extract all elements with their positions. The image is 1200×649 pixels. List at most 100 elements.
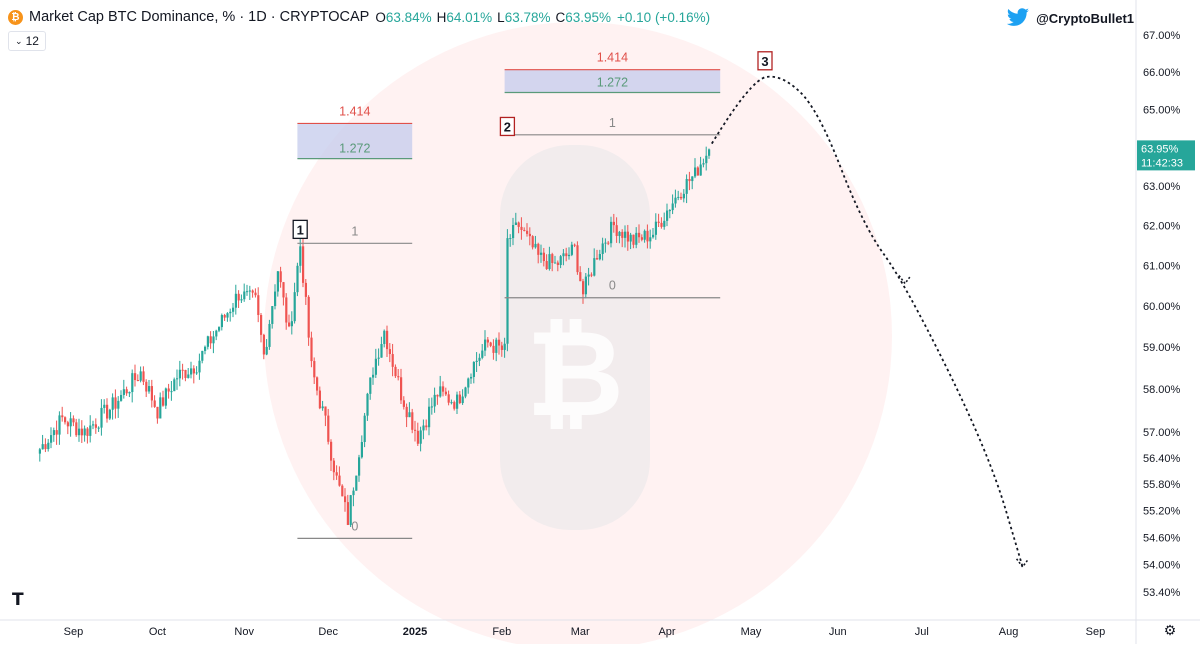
candle xyxy=(58,411,61,445)
candle-body xyxy=(447,394,450,403)
candle xyxy=(352,487,355,507)
candle xyxy=(514,212,517,226)
candle xyxy=(568,247,571,260)
symbol-title[interactable]: Market Cap BTC Dominance, % · 1D · CRYPT… xyxy=(29,9,370,25)
candle-body xyxy=(416,430,419,444)
candle xyxy=(702,158,705,168)
candle xyxy=(447,390,450,406)
candle xyxy=(164,387,167,409)
candle xyxy=(142,366,145,386)
tradingview-logo-icon[interactable]: 𝗧 xyxy=(12,590,24,609)
candle xyxy=(139,366,142,383)
candle xyxy=(551,252,554,272)
candle-body xyxy=(696,167,699,176)
y-tick-label: 58.00% xyxy=(1143,384,1181,396)
candle xyxy=(156,406,159,424)
candle xyxy=(388,343,391,363)
y-tick-label: 60.00% xyxy=(1143,301,1181,313)
candle xyxy=(450,399,453,405)
candle xyxy=(626,224,629,251)
candle-body xyxy=(184,369,187,378)
candle-body xyxy=(582,281,585,295)
candle-body xyxy=(414,429,417,431)
price-change: +0.10 (+0.16%) xyxy=(617,9,711,25)
candle-body xyxy=(565,253,568,257)
candle-body xyxy=(470,376,473,379)
candle xyxy=(313,357,316,384)
candle xyxy=(657,213,660,228)
candle xyxy=(304,279,307,305)
candle-body xyxy=(80,428,83,436)
author-handle: @CryptoBullet1 xyxy=(1036,10,1134,26)
candles xyxy=(38,146,711,527)
candle xyxy=(97,426,100,432)
x-tick-label: Sep xyxy=(64,626,84,638)
candle-body xyxy=(444,391,447,395)
projection-arrowhead xyxy=(898,275,912,285)
candle xyxy=(61,406,64,422)
candle xyxy=(237,290,240,308)
candle xyxy=(598,249,601,261)
candle xyxy=(500,341,503,357)
candle-body xyxy=(492,345,495,353)
candle xyxy=(498,332,501,355)
candle-body xyxy=(411,412,414,430)
candle-body xyxy=(654,221,657,235)
fib-level-label: 0 xyxy=(609,279,616,293)
candle-body xyxy=(324,406,327,416)
candle-body xyxy=(341,485,344,497)
candle xyxy=(646,224,649,249)
candle xyxy=(492,339,495,360)
candle xyxy=(212,330,215,354)
candle-body xyxy=(579,272,582,282)
candle-body xyxy=(346,502,349,525)
candle-body xyxy=(282,282,285,298)
candle-body xyxy=(164,388,167,406)
wave-label-3: 3 xyxy=(757,51,773,71)
candle-body xyxy=(190,368,193,375)
candle-body xyxy=(495,339,498,353)
candle-body xyxy=(271,306,274,324)
author-tag[interactable]: @CryptoBullet1 xyxy=(1006,8,1134,28)
candle-body xyxy=(528,233,531,237)
candle xyxy=(355,475,358,491)
candle xyxy=(699,156,702,176)
candle-body xyxy=(573,244,576,246)
candle-body xyxy=(78,428,81,436)
candle xyxy=(92,420,95,430)
candle-body xyxy=(540,252,543,255)
candle-body xyxy=(531,236,534,248)
candle xyxy=(276,270,279,297)
candle-body xyxy=(276,271,279,292)
candle-body xyxy=(584,276,587,295)
indicator-toggle-button[interactable]: ⌄ 12 xyxy=(8,31,46,51)
candle xyxy=(562,249,565,266)
y-tick-label: 54.60% xyxy=(1143,532,1181,544)
candle xyxy=(416,422,419,447)
settings-gear-icon[interactable]: ⚙ xyxy=(1163,621,1177,638)
candle-body xyxy=(596,258,599,260)
candle-body xyxy=(313,361,316,378)
candle xyxy=(576,241,579,275)
candle-body xyxy=(604,242,607,244)
candle-body xyxy=(405,406,408,418)
candle-body xyxy=(481,350,484,358)
candle xyxy=(257,287,260,323)
candle xyxy=(377,348,380,366)
y-tick-label: 62.00% xyxy=(1143,220,1181,232)
wave-label-text: 3 xyxy=(761,54,768,69)
candle-body xyxy=(162,397,165,406)
candle-body xyxy=(288,322,291,327)
candle-body xyxy=(668,210,671,212)
candle xyxy=(360,435,363,459)
candle-body xyxy=(122,389,125,395)
candle-body xyxy=(100,407,103,428)
candle-body xyxy=(38,449,41,454)
candle xyxy=(310,331,313,368)
candle-body xyxy=(268,323,271,347)
candle-body xyxy=(520,226,523,230)
candle xyxy=(94,418,97,434)
candle xyxy=(240,294,243,303)
